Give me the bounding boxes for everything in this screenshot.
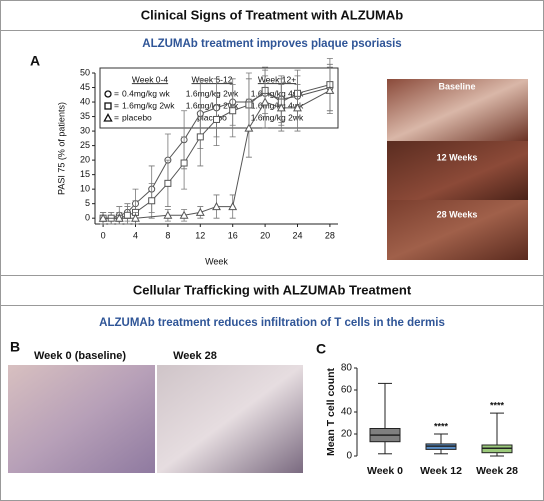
y-tick-label: 80 xyxy=(341,363,353,374)
photo xyxy=(387,200,528,260)
y-tick-label: 40 xyxy=(341,407,353,418)
data-point xyxy=(131,213,140,222)
legend-header: Week 0-4 xyxy=(132,74,168,84)
x-tick-label: 0 xyxy=(101,230,106,240)
legend-separator: = xyxy=(114,100,119,110)
x-tick-label: Week 12 xyxy=(420,465,462,477)
y-tick-label: 15 xyxy=(80,169,90,179)
annotation: **** xyxy=(434,421,449,431)
y-tick-label: 60 xyxy=(341,385,353,396)
data-point xyxy=(98,213,108,222)
y-tick-label: 0 xyxy=(346,451,352,462)
legend-cell: 1.6mg/kg 2wk xyxy=(251,112,304,122)
photo-label: Baseline xyxy=(438,81,475,91)
legend-label: 1.6mg/kg 2wk xyxy=(122,100,175,110)
data-point xyxy=(293,103,302,112)
data-point xyxy=(213,115,220,123)
x-axis-label: Week xyxy=(205,256,228,266)
data-point xyxy=(196,133,204,141)
y-tick-label: 20 xyxy=(341,429,353,440)
photo xyxy=(157,365,303,473)
section-subtitle: ALZUMAb treatment reduces infiltration o… xyxy=(99,317,445,329)
legend-cell: 1.6mg/kg 2wk xyxy=(186,100,239,110)
data-point xyxy=(244,123,254,132)
y-tick-label: 10 xyxy=(80,184,90,194)
data-point xyxy=(325,85,335,94)
data-point xyxy=(148,197,156,205)
y-tick-label: 35 xyxy=(80,111,90,121)
data-point xyxy=(229,107,237,115)
y-axis-label: PASI 75 (% of patients) xyxy=(56,102,66,195)
data-point xyxy=(114,213,124,222)
marker xyxy=(104,102,112,110)
photo xyxy=(387,141,528,200)
data-point xyxy=(164,179,172,187)
y-tick-label: 45 xyxy=(80,82,90,92)
marker xyxy=(103,113,113,122)
panel-label: A xyxy=(30,53,40,69)
legend-cell: placebo xyxy=(197,112,227,122)
data-point xyxy=(180,159,188,167)
marker xyxy=(104,90,112,98)
data-point xyxy=(195,207,205,216)
legend-header: Week 5-12 xyxy=(192,74,233,84)
photo-label: 12 Weeks xyxy=(437,152,478,162)
panel-label: B xyxy=(10,339,20,355)
x-tick-label: 4 xyxy=(133,230,138,240)
section-title: Cellular Trafficking with ALZUMAb Treatm… xyxy=(133,282,412,297)
x-tick-label: 8 xyxy=(165,230,170,240)
header-box xyxy=(0,275,544,306)
legend-label: 0.4mg/kg wk xyxy=(122,88,170,98)
data-point xyxy=(228,201,238,211)
legend-cell: 1.6mg/kg 4wk xyxy=(251,100,304,110)
photo-label: Week 28 xyxy=(173,350,217,362)
data-point xyxy=(276,103,286,112)
data-point xyxy=(163,210,173,219)
legend-header: Week 12+ xyxy=(258,74,296,84)
panel-label: C xyxy=(316,341,326,357)
photo-label: 28 Weeks xyxy=(437,209,478,219)
series-line xyxy=(103,84,331,219)
x-tick-label: 16 xyxy=(228,230,238,240)
x-tick-label: 28 xyxy=(325,230,335,240)
y-tick-label: 20 xyxy=(80,154,90,164)
data-point xyxy=(123,211,131,219)
section-subtitle: ALZUMAb treatment improves plaque psoria… xyxy=(142,38,401,50)
data-point xyxy=(212,201,221,211)
y-axis-label: Mean T cell count xyxy=(325,367,337,456)
x-tick-label: 24 xyxy=(292,230,302,240)
photo-label: Week 0 (baseline) xyxy=(34,350,126,362)
legend-cell: 1.6mg/kg 2wk xyxy=(186,88,239,98)
y-tick-label: 0 xyxy=(85,213,90,223)
x-tick-label: 12 xyxy=(195,230,205,240)
photo xyxy=(387,79,528,141)
legend-separator: = xyxy=(114,112,119,122)
legend-cell: 1.6mg/kg 4wk xyxy=(251,88,304,98)
y-tick-label: 30 xyxy=(80,125,90,135)
data-point xyxy=(260,97,270,106)
y-tick-label: 25 xyxy=(80,140,90,150)
y-tick-label: 5 xyxy=(85,198,90,208)
x-tick-label: 20 xyxy=(260,230,270,240)
legend-separator: = xyxy=(114,88,119,98)
section-title: Clinical Signs of Treatment with ALZUMAb xyxy=(141,7,403,22)
annotation: **** xyxy=(490,400,505,410)
data-point xyxy=(179,210,189,219)
photo xyxy=(8,365,155,473)
x-tick-label: Week 0 xyxy=(367,465,403,477)
header-box xyxy=(0,0,544,31)
legend-label: placebo xyxy=(122,112,152,122)
y-tick-label: 50 xyxy=(80,67,90,77)
y-tick-label: 40 xyxy=(80,96,90,106)
x-tick-label: Week 28 xyxy=(476,465,518,477)
